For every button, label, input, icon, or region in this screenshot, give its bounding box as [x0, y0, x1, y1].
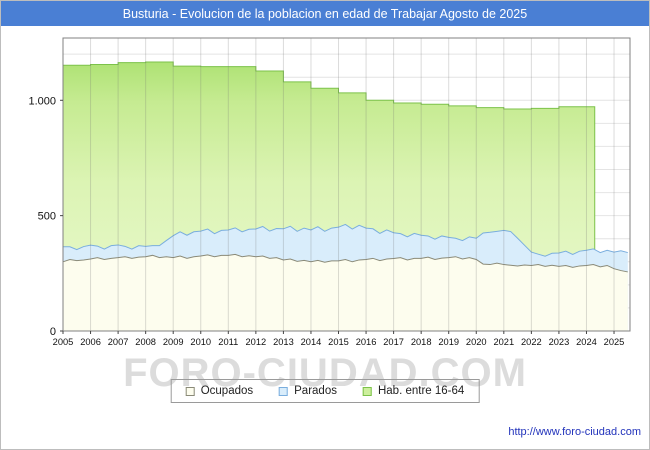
svg-text:2025: 2025 — [604, 337, 625, 347]
legend-swatch-hab-16-64 — [362, 386, 372, 396]
svg-text:2022: 2022 — [521, 337, 542, 347]
legend-item-hab-16-64: Hab. entre 16-64 — [362, 385, 465, 397]
site-link[interactable]: http://www.foro-ciudad.com — [508, 426, 641, 438]
chart-title-bar: Busturia - Evolucion de la poblacion en … — [1, 1, 649, 26]
svg-text:2005: 2005 — [53, 337, 74, 347]
svg-text:2015: 2015 — [328, 337, 349, 347]
svg-text:2016: 2016 — [356, 337, 377, 347]
legend-item-ocupados: Ocupados — [185, 385, 254, 397]
legend-label-parados: Parados — [294, 385, 337, 397]
svg-text:2011: 2011 — [218, 337, 238, 347]
svg-text:2008: 2008 — [135, 337, 156, 347]
svg-text:500: 500 — [38, 211, 56, 223]
legend-label-hab-16-64: Hab. entre 16-64 — [377, 385, 465, 397]
chart-area: 0 500 1.000 2005 2006 2007 2008 2009 2010 2011 201… — [1, 26, 649, 349]
svg-text:2009: 2009 — [163, 337, 184, 347]
svg-text:0: 0 — [50, 326, 56, 338]
population-area-chart: 0 500 1.000 2005 2006 2007 2008 2009 2010 2011 201… — [28, 37, 631, 347]
svg-text:2019: 2019 — [438, 337, 459, 347]
svg-text:2007: 2007 — [108, 337, 129, 347]
svg-text:2017: 2017 — [383, 337, 404, 347]
svg-text:2020: 2020 — [466, 337, 487, 347]
legend-label-ocupados: Ocupados — [200, 385, 254, 397]
svg-text:2014: 2014 — [301, 337, 322, 347]
svg-text:2013: 2013 — [273, 337, 294, 347]
legend-item-parados: Parados — [279, 385, 337, 397]
svg-text:2012: 2012 — [246, 337, 267, 347]
svg-text:2021: 2021 — [493, 337, 514, 347]
svg-text:2023: 2023 — [549, 337, 570, 347]
svg-text:2024: 2024 — [576, 337, 597, 347]
legend-swatch-ocupados — [185, 386, 195, 396]
chart-legend: Ocupados Parados Hab. entre 16-64 — [170, 379, 480, 403]
svg-text:2018: 2018 — [411, 337, 432, 347]
chart-title: Busturia - Evolucion de la poblacion en … — [122, 6, 528, 21]
svg-text:2006: 2006 — [80, 337, 101, 347]
legend-swatch-parados — [279, 386, 289, 396]
svg-text:1.000: 1.000 — [28, 95, 56, 107]
svg-text:2010: 2010 — [190, 337, 211, 347]
